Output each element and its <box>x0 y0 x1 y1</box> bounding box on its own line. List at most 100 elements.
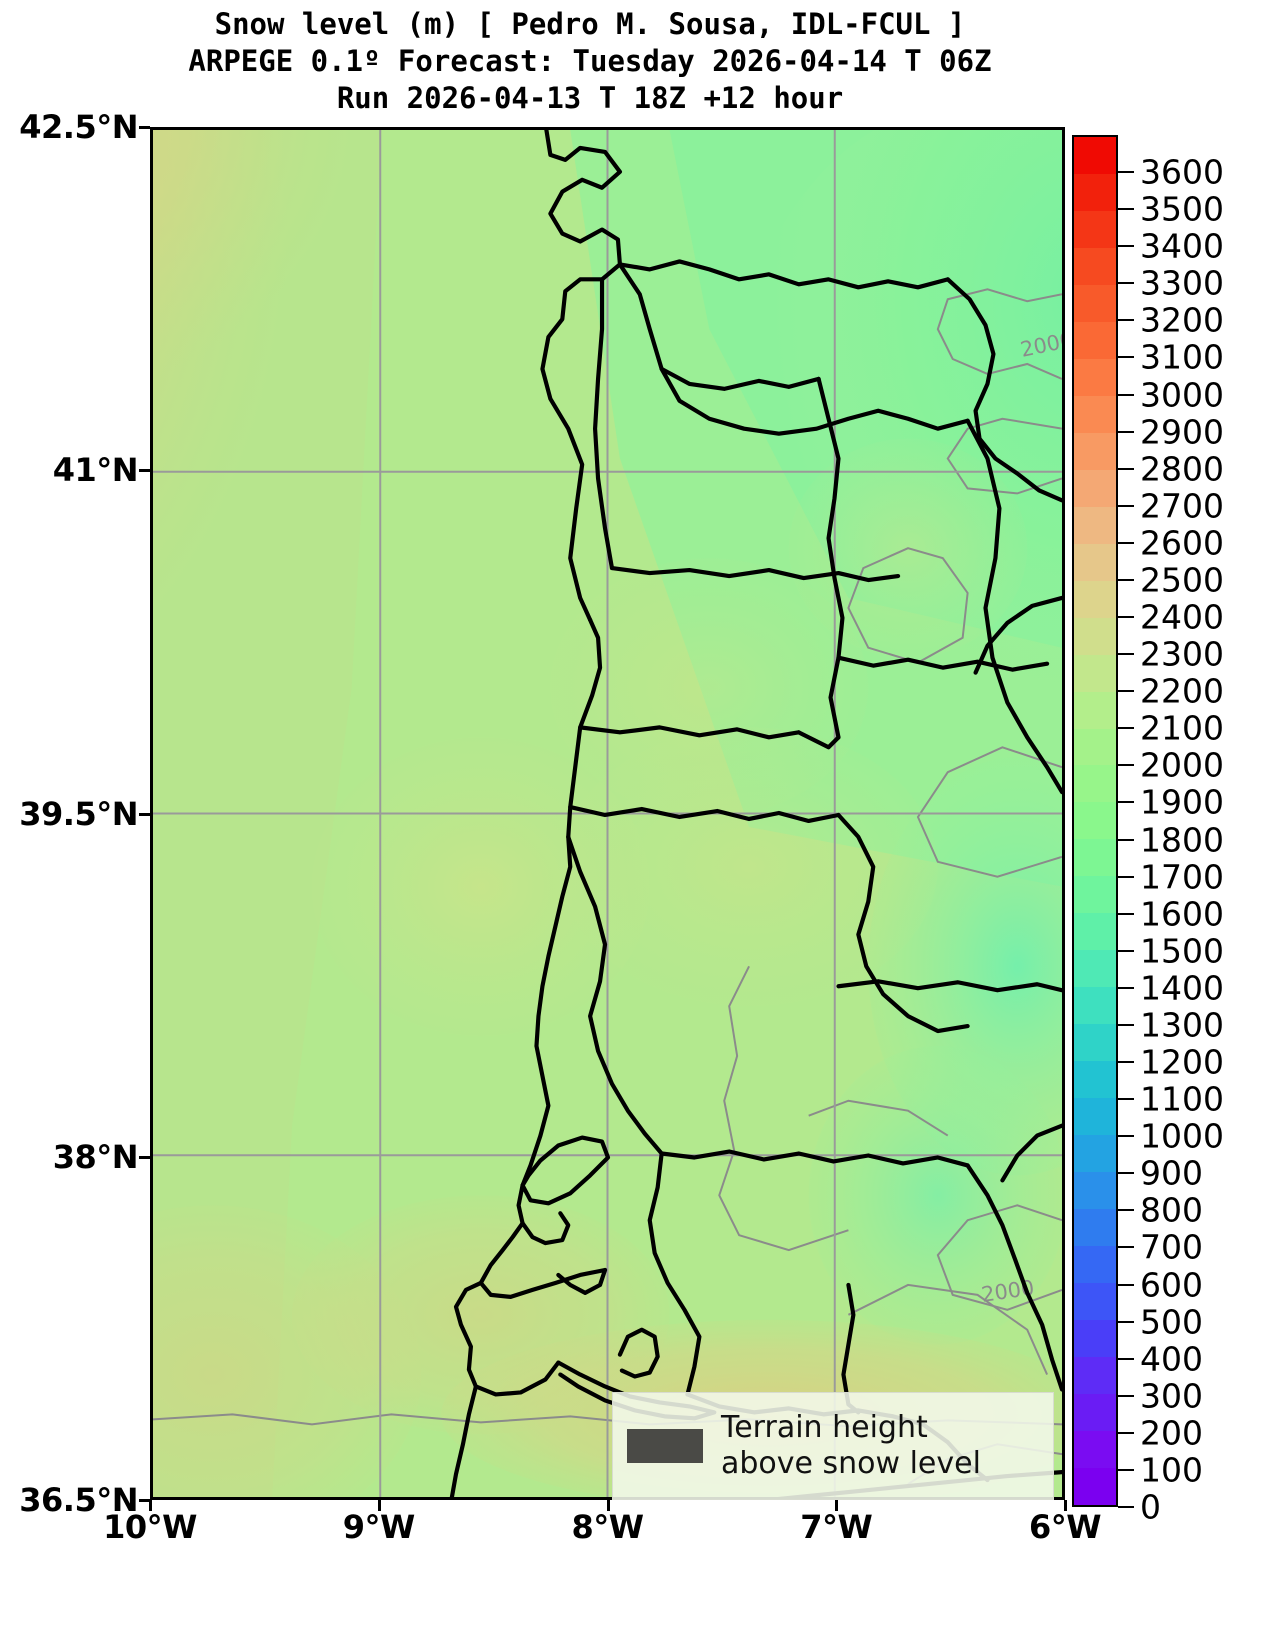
colorbar-tick-labels: 0 100 200 300 400 500 600 700 800 900 1000 1100 1200… <box>1118 135 1283 1527</box>
colorbar-tick-label: 3400 <box>1140 226 1224 266</box>
snow-level-map: 2000 2000 <box>153 130 1062 1497</box>
colorbar-segment <box>1074 321 1116 359</box>
x-axis-tick-label: 6°W <box>1028 1508 1102 1546</box>
colorbar-segment <box>1074 1356 1116 1394</box>
title-line-2: ARPEGE 0.1º Forecast: Tuesday 2026-04-14… <box>188 44 992 78</box>
colorbar-segment <box>1074 691 1116 729</box>
x-axis-tick-label: 9°W <box>342 1508 416 1546</box>
y-axis-tick <box>139 1155 150 1159</box>
colorbar-segment <box>1074 1172 1116 1210</box>
colorbar-tick <box>1118 1283 1134 1286</box>
colorbar-segment <box>1074 395 1116 433</box>
x-axis-tick <box>377 1500 381 1511</box>
colorbar-segment <box>1074 469 1116 507</box>
colorbar-tick <box>1118 616 1134 619</box>
colorbar-segment <box>1074 1024 1116 1062</box>
map-plot-area[interactable]: 2000 2000 <box>150 127 1065 1500</box>
colorbar-tick-label: 2000 <box>1140 745 1224 785</box>
colorbar-tick-label: 3600 <box>1140 152 1224 192</box>
colorbar-tick <box>1118 356 1134 359</box>
colorbar-tick <box>1118 1357 1134 1360</box>
colorbar-tick-label: 1900 <box>1140 782 1224 822</box>
colorbar-segment <box>1074 1393 1116 1431</box>
colorbar-tick-label: 1800 <box>1140 820 1224 860</box>
colorbar-tick-label: 3000 <box>1140 375 1224 415</box>
colorbar-tick <box>1118 690 1134 693</box>
colorbar-tick-label: 400 <box>1140 1339 1203 1379</box>
colorbar-tick <box>1118 1209 1134 1212</box>
colorbar-tick <box>1118 1394 1134 1397</box>
colorbar-segment <box>1074 728 1116 766</box>
y-axis-tick-label: 38°N <box>52 1137 139 1176</box>
colorbar-tick-label: 100 <box>1140 1450 1203 1490</box>
x-axis-tick <box>1064 1500 1067 1511</box>
colorbar-segment <box>1074 1209 1116 1247</box>
colorbar-tick-label: 2900 <box>1140 412 1224 452</box>
colorbar-tick-label: 300 <box>1140 1376 1203 1416</box>
x-axis-tick-label: 10°W <box>103 1508 197 1546</box>
colorbar-segment <box>1074 950 1116 988</box>
colorbar-segment <box>1074 1061 1116 1099</box>
colorbar-tick-label: 3500 <box>1140 189 1224 229</box>
colorbar-tick <box>1118 467 1134 470</box>
colorbar-tick <box>1118 504 1134 507</box>
colorbar-tick <box>1118 1023 1134 1026</box>
colorbar-segment <box>1074 1098 1116 1136</box>
y-axis-tick-label: 36.5°N <box>19 1481 138 1519</box>
colorbar-tick <box>1118 208 1134 211</box>
y-axis-tick <box>139 469 150 473</box>
colorbar-tick <box>1118 578 1134 581</box>
colorbar-tick-label: 1500 <box>1140 931 1224 971</box>
colorbar-segment <box>1074 1135 1116 1173</box>
colorbar-segment <box>1074 580 1116 618</box>
colorbar-segment <box>1074 1430 1116 1468</box>
colorbar-tick <box>1118 727 1134 730</box>
x-axis-tick <box>149 1500 152 1511</box>
terrain-legend-label: Terrain height above snow level <box>721 1410 981 1481</box>
colorbar-segment <box>1074 617 1116 655</box>
colorbar-tick-label: 1100 <box>1140 1079 1224 1119</box>
colorbar-tick-label: 600 <box>1140 1265 1203 1304</box>
colorbar-tick <box>1118 875 1134 878</box>
colorbar-tick <box>1118 171 1134 174</box>
colorbar-segment <box>1074 876 1116 914</box>
colorbar-tick <box>1118 282 1134 285</box>
colorbar-segment <box>1074 1246 1116 1284</box>
colorbar-tick-label: 800 <box>1140 1190 1203 1230</box>
colorbar-segment <box>1074 506 1116 544</box>
colorbar-tick <box>1118 1172 1134 1175</box>
colorbar-segment <box>1074 173 1116 211</box>
colorbar-tick-label: 1400 <box>1140 968 1224 1008</box>
y-axis-tick <box>139 126 150 129</box>
colorbar-tick <box>1118 912 1134 915</box>
colorbar-tick <box>1118 1431 1134 1434</box>
colorbar-tick <box>1118 764 1134 767</box>
colorbar-tick-label: 1200 <box>1140 1042 1224 1082</box>
colorbar-tick <box>1118 1246 1134 1249</box>
terrain-legend: Terrain height above snow level <box>612 1392 1054 1500</box>
colorbar-tick <box>1118 393 1134 396</box>
colorbar-tick <box>1118 541 1134 544</box>
colorbar-tick-label: 3100 <box>1140 337 1224 377</box>
x-axis-tick <box>606 1500 610 1511</box>
colorbar-tick <box>1118 1468 1134 1471</box>
colorbar-tick <box>1118 801 1134 804</box>
colorbar-tick-label: 1600 <box>1140 894 1224 934</box>
colorbar-tick-label: 2800 <box>1140 449 1224 489</box>
colorbar-segment <box>1074 913 1116 951</box>
colorbar-tick-label: 1000 <box>1140 1116 1224 1156</box>
colorbar-tick-label: 2400 <box>1140 597 1224 637</box>
colorbar-tick-label: 1700 <box>1140 857 1224 897</box>
colorbar-tick-label: 2700 <box>1140 486 1224 526</box>
colorbar-segment <box>1074 137 1116 174</box>
colorbar-tick <box>1118 949 1134 952</box>
colorbar-tick-label: 0 <box>1140 1487 1161 1527</box>
title-line-1: Snow level (m) [ Pedro M. Sousa, IDL-FCU… <box>214 7 966 41</box>
colorbar-tick-label: 2100 <box>1140 708 1224 748</box>
colorbar-tick <box>1118 430 1134 433</box>
colorbar-segment <box>1074 765 1116 803</box>
colorbar-segment <box>1074 1320 1116 1357</box>
colorbar-tick-label: 2500 <box>1140 560 1224 600</box>
colorbar[interactable] <box>1072 135 1118 1507</box>
colorbar-segment <box>1074 802 1116 840</box>
